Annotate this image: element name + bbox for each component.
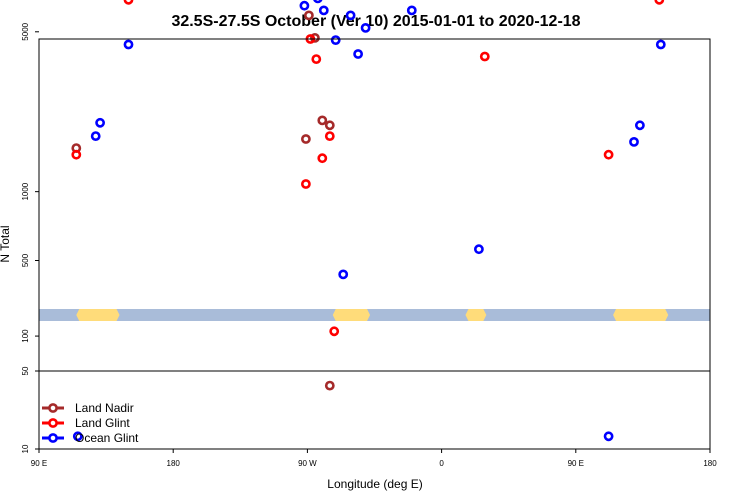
x-axis-label: Longitude (deg E) xyxy=(327,477,422,491)
x-tick-label: 90 E xyxy=(568,459,584,468)
ocean-glint-point xyxy=(473,244,484,255)
land-glint-point xyxy=(317,153,328,164)
land-band xyxy=(465,309,487,321)
land-glint-point xyxy=(329,326,340,337)
ocean-glint-point xyxy=(360,22,371,33)
x-tick-label: 180 xyxy=(703,459,717,468)
x-tick-label: 180 xyxy=(167,459,181,468)
land-nadir-point xyxy=(303,10,314,21)
ocean-glint-point xyxy=(655,39,666,50)
land-glint-point xyxy=(123,0,134,5)
y-tick-label: 1000 xyxy=(21,182,30,200)
y-tick-label: 500 xyxy=(21,253,30,267)
y-tick-label: 50 xyxy=(21,366,30,375)
ocean-glint-point xyxy=(406,5,417,16)
ocean-glint-point xyxy=(603,431,614,442)
land-band xyxy=(332,309,371,321)
legend-label-ocean-glint: Ocean Glint xyxy=(75,431,139,445)
land-glint-point xyxy=(603,149,614,160)
ocean-glint-point xyxy=(635,120,645,131)
land-nadir-point xyxy=(324,120,335,131)
legend-marker-land-nadir xyxy=(48,403,58,413)
chart-title: 32.5S-27.5S October (Ver 10) 2015-01-01 … xyxy=(171,13,580,30)
legend-label-land-nadir: Land Nadir xyxy=(75,401,134,415)
legend-marker-land-glint xyxy=(48,418,58,428)
land-nadir-point xyxy=(324,380,335,391)
land-band xyxy=(613,309,669,321)
ocean-glint-point xyxy=(123,39,134,50)
ocean-glint-point xyxy=(353,49,363,59)
x-tick-label: 90 E xyxy=(31,459,47,468)
ocean-glint-point xyxy=(95,117,105,128)
plot-background xyxy=(39,309,710,321)
land-nadir-point xyxy=(317,115,328,126)
land-glint-point xyxy=(300,179,311,189)
land-glint-point xyxy=(324,131,335,141)
x-tick-label: 0 xyxy=(439,459,444,468)
ocean-glint-point xyxy=(345,10,356,21)
ocean-glint-point xyxy=(330,35,341,45)
legend-marker-ocean-glint xyxy=(48,433,58,443)
land-glint-point xyxy=(71,149,82,160)
ocean-glint-point xyxy=(318,5,329,16)
land-glint-point xyxy=(654,0,665,5)
ocean-glint-point xyxy=(629,136,639,147)
data-points xyxy=(71,0,666,442)
land-nadir-point xyxy=(300,134,311,144)
x-axis: 90 E 180 90 W 0 90 E 180 xyxy=(31,449,717,468)
y-tick-label: 100 xyxy=(21,329,30,343)
land-nadir-point xyxy=(309,33,320,43)
y-tick-label: 5000 xyxy=(21,22,30,40)
ocean-glint-point xyxy=(72,431,83,442)
ocean-band xyxy=(39,309,710,321)
land-glint-point xyxy=(311,54,322,64)
y-axis: 10501005001000500010000 xyxy=(21,22,39,453)
x-tick-label: 90 W xyxy=(298,459,317,468)
plot-frame xyxy=(38,38,711,450)
ocean-glint-point xyxy=(338,269,349,280)
land-band xyxy=(76,309,120,321)
y-axis-label: N Total xyxy=(0,225,12,262)
legend-label-land-glint: Land Glint xyxy=(75,416,130,430)
ocean-glint-point xyxy=(90,131,101,141)
y-tick-label: 10 xyxy=(21,444,30,453)
ocean-glint-point xyxy=(313,0,323,4)
land-glint-point xyxy=(479,51,490,62)
ocean-glint-point xyxy=(299,0,310,11)
